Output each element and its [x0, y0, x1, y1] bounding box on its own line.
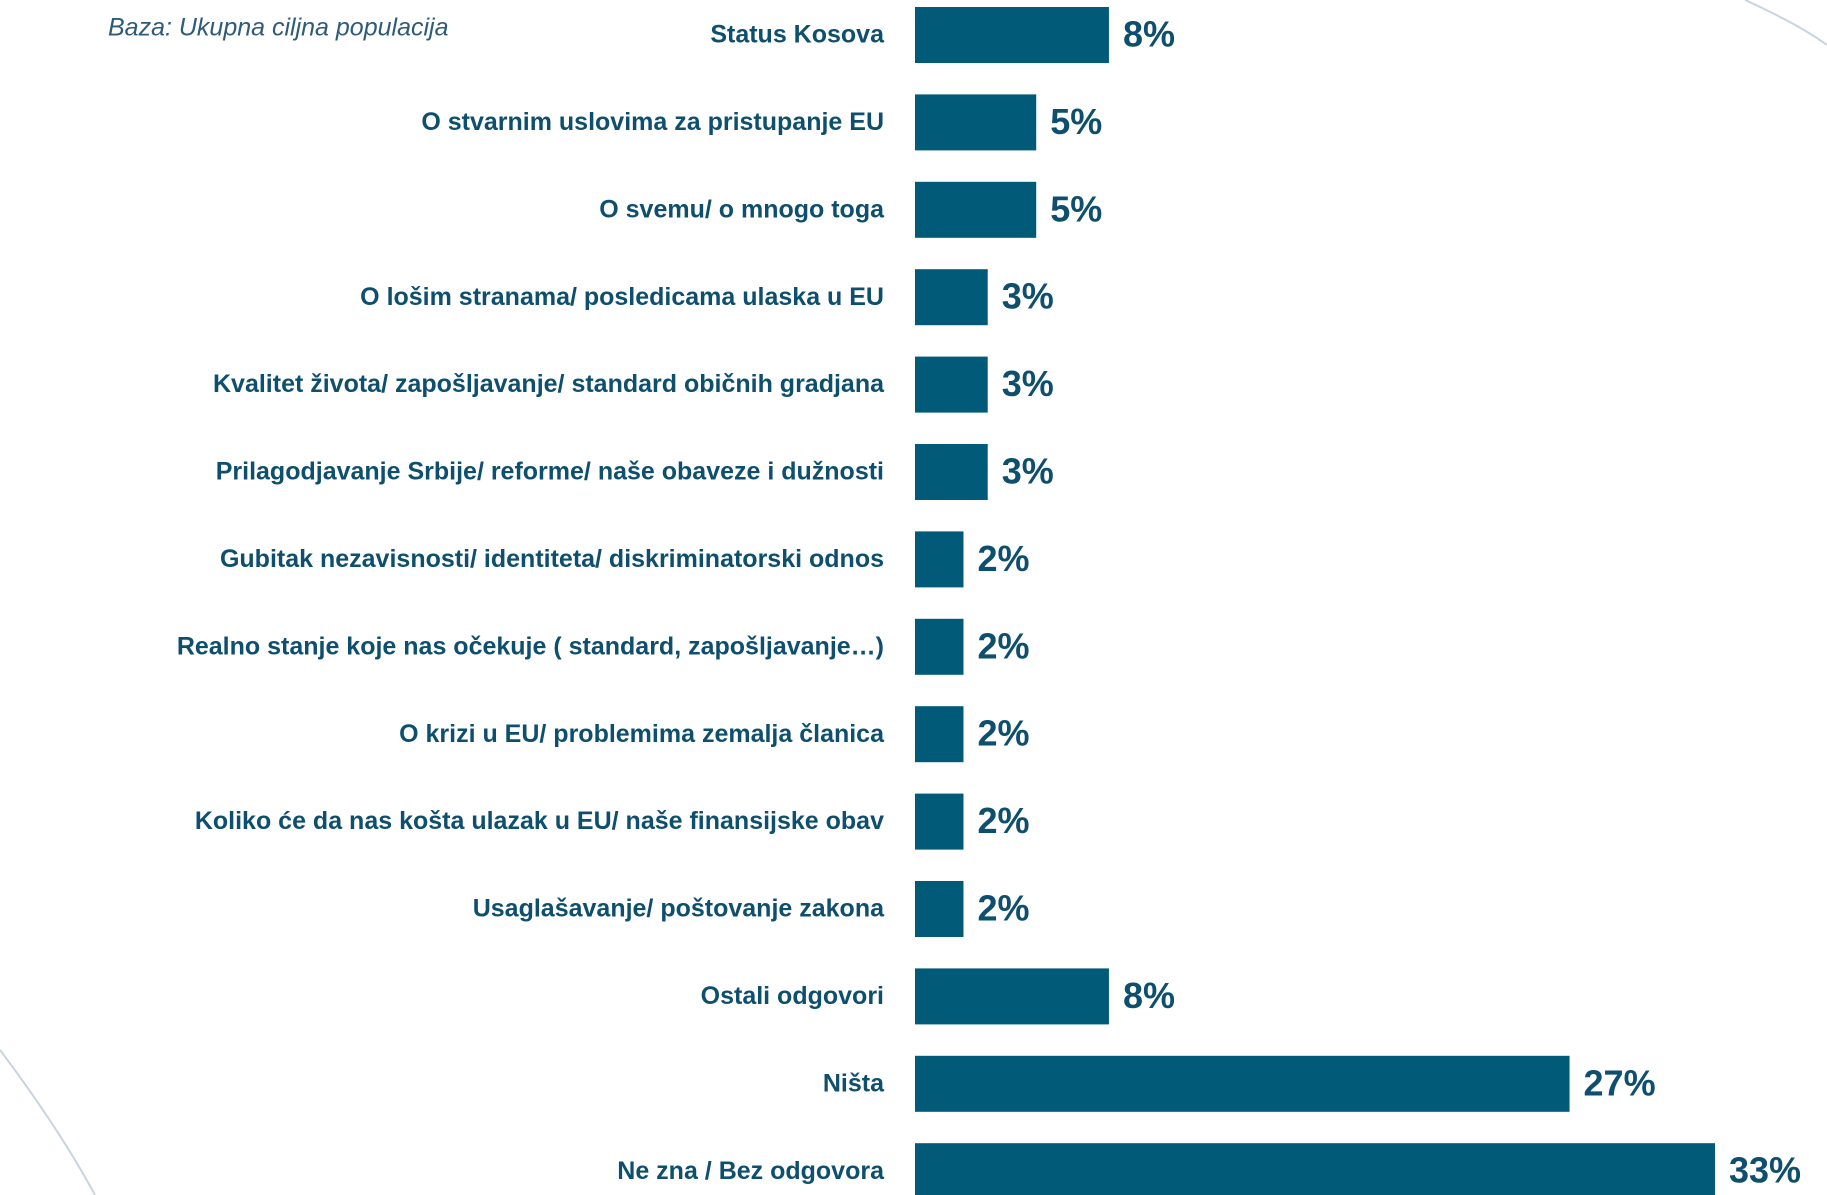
value-label: 8% — [1123, 975, 1175, 1016]
bar — [915, 1055, 1570, 1112]
subtitle: Baza: Ukupna ciljna populacija — [108, 14, 449, 42]
bar — [915, 269, 988, 326]
bar — [915, 356, 988, 413]
category-label: O krizi u EU/ problemima zemalja članica — [399, 720, 885, 748]
value-label: 3% — [1002, 276, 1054, 317]
value-label: 27% — [1584, 1062, 1656, 1103]
category-label: O stvarnim uslovima za pristupanje EU — [421, 108, 884, 136]
category-label: O svemu/ o mnogo toga — [599, 195, 885, 223]
value-label: 3% — [1002, 363, 1054, 404]
category-label: Kvalitet života/ zapošljavanje/ standard… — [213, 370, 885, 398]
bar — [915, 444, 988, 500]
value-label: 33% — [1729, 1150, 1801, 1191]
category-label: Prilagodjavanje Srbije/ reforme/ naše ob… — [216, 458, 884, 486]
bar — [915, 531, 964, 588]
category-label: Gubitak nezavisnosti/ identiteta/ diskri… — [220, 545, 884, 573]
bar — [915, 1143, 1715, 1195]
value-label: 2% — [977, 625, 1029, 666]
category-label: Koliko će da nas košta ulazak u EU/ naše… — [195, 807, 884, 835]
category-label: Usaglašavanje/ poštovanje zakona — [473, 895, 885, 923]
value-label: 2% — [977, 800, 1029, 841]
value-label: 5% — [1050, 188, 1102, 229]
value-label: 3% — [1002, 451, 1054, 492]
category-label: Ništa — [823, 1069, 885, 1097]
category-label: O lošim stranama/ posledicama ulaska u E… — [360, 283, 884, 311]
bar — [915, 706, 964, 763]
value-label: 8% — [1123, 14, 1175, 55]
category-label: Ne zna / Bez odgovora — [617, 1157, 885, 1185]
bar — [915, 968, 1109, 1025]
bar — [915, 181, 1037, 238]
value-label: 2% — [977, 713, 1029, 754]
category-label: Ostali odgovori — [701, 982, 884, 1010]
value-label: 2% — [977, 538, 1029, 579]
category-label: Status Kosova — [710, 21, 885, 49]
decor-arc — [0, 1049, 96, 1195]
bar — [915, 881, 964, 937]
bar — [915, 94, 1037, 151]
value-label: 5% — [1050, 101, 1102, 142]
bar — [915, 793, 964, 850]
category-label: Realno stanje koje nas očekuje ( standar… — [177, 632, 884, 660]
value-label: 2% — [977, 888, 1029, 929]
bar — [915, 7, 1109, 63]
decor-arc — [1744, 0, 1827, 46]
bar — [915, 618, 964, 675]
